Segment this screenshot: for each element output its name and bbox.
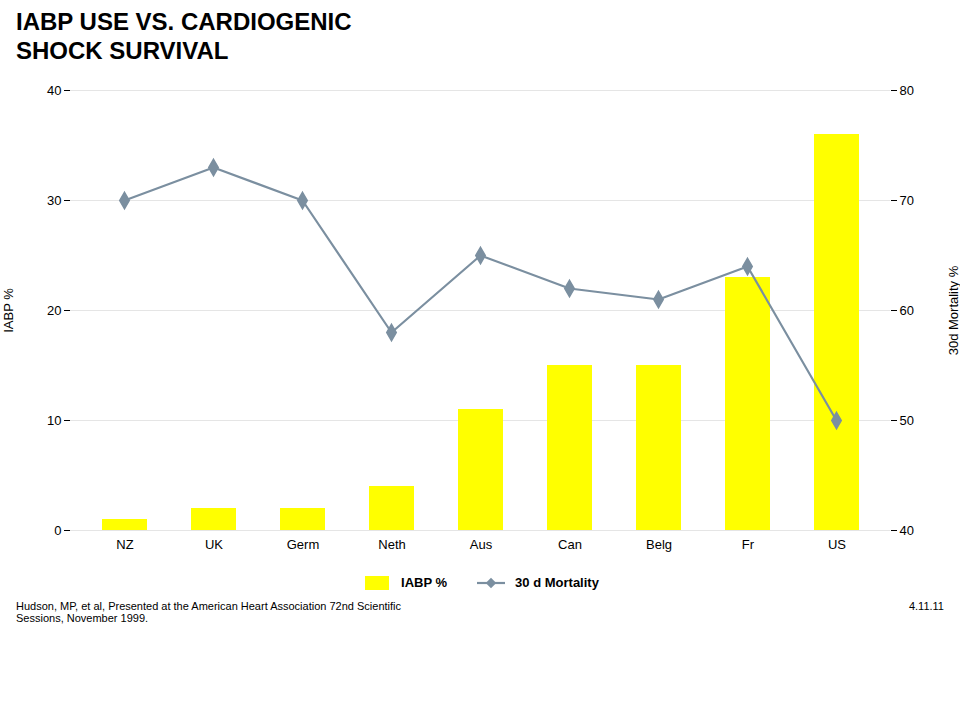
svg-text:40: 40 [900,522,914,537]
svg-text:60: 60 [900,302,914,317]
svg-text:50: 50 [900,412,914,427]
svg-text:Can: Can [558,536,582,551]
svg-text:10: 10 [47,412,61,427]
svg-text:70: 70 [900,192,914,207]
svg-text:UK: UK [205,536,223,551]
html-text:Hudson, MP, et al, Presented a: Hudson, MP, et al, Presented at the Amer… [16,599,401,624]
html-text:IABP USE VS. CARDIOGENIC: IABP USE VS. CARDIOGENIC [16,8,352,35]
svg-text:Fr: Fr [742,536,755,551]
svg-text:0: 0 [54,522,61,537]
svg-text:Aus: Aus [470,536,493,551]
html-text:SHOCK SURVIVAL: SHOCK SURVIVAL [16,36,229,64]
svg-text:Germ: Germ [287,536,320,551]
html-text:4.11.11: 4.11.11 [908,599,944,612]
svg-text:IABP %: IABP % [1,287,16,332]
svg-text:US: US [828,536,846,551]
svg-text:Neth: Neth [378,536,405,551]
svg-text:80: 80 [900,82,914,97]
html-text:30 d Mortality: 30 d Mortality [515,575,599,591]
svg-text:Belg: Belg [646,536,672,551]
svg-text:40: 40 [47,82,61,97]
svg-text:30d Mortality %: 30d Mortality % [946,265,960,355]
svg-text:NZ: NZ [116,536,133,551]
html-text:IABP %: IABP % [401,575,448,591]
svg-text:20: 20 [47,302,61,317]
svg-text:30: 30 [47,192,61,207]
